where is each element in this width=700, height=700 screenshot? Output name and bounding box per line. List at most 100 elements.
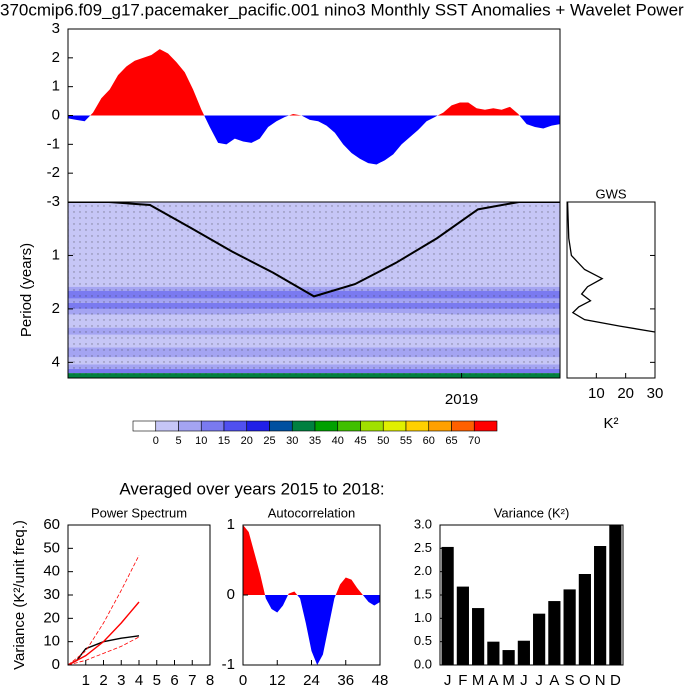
y-tick-label: 50 <box>43 539 60 556</box>
colorbar-box <box>200 420 225 432</box>
x-tick-label: 2019 <box>445 391 478 408</box>
colorbar-box <box>132 420 157 432</box>
x-tick-label: 10 <box>588 385 605 402</box>
y-tick-label: 40 <box>43 563 60 580</box>
bar <box>487 641 500 665</box>
colorbar-label: 20 <box>241 435 253 447</box>
y-tick-label: 1.5 <box>414 586 432 601</box>
gws-line <box>567 202 655 333</box>
x-tick-label: J <box>444 672 452 689</box>
x-tick-label: 20 <box>617 385 634 402</box>
panel-title: GWS <box>595 186 626 201</box>
colorbar-label: 50 <box>377 435 389 447</box>
colorbar-box <box>428 420 452 432</box>
x-tick-label: 5 <box>153 672 161 689</box>
y-tick-label: -2 <box>47 164 60 181</box>
plot-frame <box>67 201 561 379</box>
x-tick-label: N <box>595 672 606 689</box>
bar <box>578 574 591 665</box>
x-tick-label: J <box>535 672 543 689</box>
spectrum-line <box>67 601 140 666</box>
y-tick-label: 4 <box>52 353 60 370</box>
colorbar-box <box>473 420 498 432</box>
y-tick-label: 2.0 <box>414 563 432 578</box>
x-tick-label: A <box>549 672 559 689</box>
colorbar-label: 30 <box>286 435 298 447</box>
significance-stipple <box>68 202 560 378</box>
colorbar-label: 5 <box>175 435 181 447</box>
chart-title: 370cmip6.f09_g17.pacemaker_pacific.001 n… <box>0 0 684 19</box>
bar <box>517 640 530 665</box>
bar <box>548 601 561 665</box>
colorbar-box <box>269 420 293 432</box>
colorbar-label: 55 <box>400 435 412 447</box>
bar <box>563 589 576 665</box>
x-tick-label: 24 <box>303 672 320 689</box>
y-tick-label: 1 <box>227 516 235 533</box>
x-tick-label: 12 <box>269 672 286 689</box>
y-tick-label: 1.0 <box>414 610 432 625</box>
y-tick-label: -1 <box>222 656 235 673</box>
y-tick-label: 0 <box>52 656 60 673</box>
y-tick-label: 3.0 <box>414 516 432 531</box>
y-axis-label: Period (years) <box>18 243 35 337</box>
colorbar-box <box>405 420 430 432</box>
x-tick-label: S <box>565 672 575 689</box>
colorbar-label: 15 <box>218 435 230 447</box>
panel-title: Autocorrelation <box>268 505 355 520</box>
y-tick-label: 2.5 <box>414 540 432 555</box>
x-tick-label: 3 <box>117 672 125 689</box>
x-tick-label: M <box>472 672 485 689</box>
y-tick-label: 1 <box>52 78 60 95</box>
x-tick-label: 30 <box>647 385 664 402</box>
colorbar-box <box>451 420 475 432</box>
y-tick-label: -1 <box>47 135 60 152</box>
bar <box>456 586 469 665</box>
x-tick-label: 8 <box>206 672 214 689</box>
x-tick-label: 7 <box>188 672 196 689</box>
colorbar-box <box>291 420 316 432</box>
y-tick-label: 0 <box>227 586 235 603</box>
y-tick-label: 3 <box>52 20 60 37</box>
bar <box>502 650 515 665</box>
negative-area <box>243 595 380 665</box>
spectrum-line <box>67 555 140 666</box>
y-tick-label: 2 <box>52 300 60 317</box>
x-tick-label: 36 <box>337 672 354 689</box>
plot-frame <box>566 201 656 379</box>
positive-area <box>68 49 560 116</box>
y-tick-label: 1 <box>52 246 60 263</box>
y-tick-label: -3 <box>47 193 60 210</box>
y-tick-label: 30 <box>43 586 60 603</box>
colorbar-box <box>360 420 384 432</box>
x-tick-label: O <box>579 672 591 689</box>
y-tick-label: 20 <box>43 609 60 626</box>
spectrum-line <box>67 636 140 666</box>
colorbar-label: 65 <box>445 435 457 447</box>
x-tick-label: F <box>458 672 467 689</box>
colorbar-label: 35 <box>309 435 321 447</box>
bar <box>441 546 454 665</box>
x-tick-label: A <box>488 672 498 689</box>
y-tick-label: 0.5 <box>414 633 432 648</box>
bar <box>472 608 485 665</box>
colorbar-label: 45 <box>354 435 366 447</box>
cone-of-influence <box>68 202 560 298</box>
colorbar-label: 10 <box>195 435 207 447</box>
y-tick-label: 0 <box>52 106 60 123</box>
positive-area <box>243 525 380 595</box>
plot-frame <box>67 524 211 666</box>
bar <box>609 525 622 665</box>
x-tick-label: 0 <box>239 672 247 689</box>
x-tick-label: 4 <box>135 672 143 689</box>
y-tick-label: 2 <box>52 49 60 66</box>
colorbar-box <box>314 420 339 432</box>
colorbar-label: 0 <box>153 435 159 447</box>
panel-title: Power Spectrum <box>91 505 187 520</box>
panel-title: Variance (K²) <box>494 505 570 520</box>
colorbar-box <box>155 420 179 432</box>
x-tick-label: 2 <box>99 672 107 689</box>
colorbar-box <box>382 420 407 432</box>
